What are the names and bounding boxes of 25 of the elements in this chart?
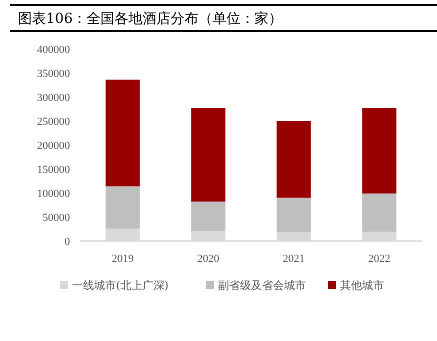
y-tick-label: 250000 (37, 116, 70, 128)
bar (362, 108, 396, 194)
y-tick-label: 100000 (37, 188, 70, 200)
bar (106, 186, 140, 229)
bar (362, 193, 396, 232)
y-tick-label: 200000 (37, 140, 70, 152)
x-tick-label: 2021 (282, 253, 305, 265)
bar (191, 202, 226, 231)
x-tick-label: 2019 (112, 253, 134, 265)
y-tick-label: 50000 (42, 212, 70, 224)
bar (276, 121, 311, 198)
y-tick-label: 300000 (37, 92, 70, 104)
y-tick-label: 150000 (37, 164, 70, 176)
legend-label: 一线城市(北上广深) (72, 279, 169, 292)
legend-label: 副省级及省会城市 (218, 279, 306, 292)
chart-title: 图表106：全国各地酒店分布（单位：家） (18, 11, 283, 27)
bar (191, 108, 226, 202)
y-tick-label: 350000 (37, 68, 70, 80)
x-tick-label: 2020 (197, 253, 220, 265)
x-tick-label: 2022 (368, 253, 390, 265)
legend-label: 其他城市 (340, 279, 384, 292)
y-tick-label: 400000 (37, 44, 70, 56)
bar (106, 80, 140, 186)
y-tick-label: 0 (64, 236, 70, 248)
bar (276, 198, 311, 232)
